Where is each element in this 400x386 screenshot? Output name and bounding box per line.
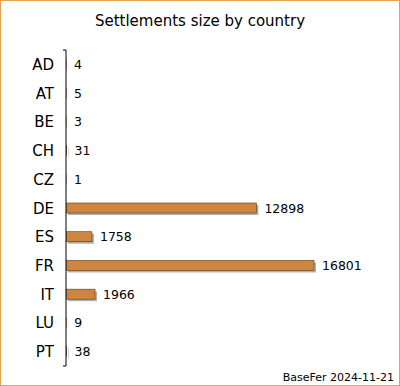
bar-shadow bbox=[68, 119, 69, 129]
bar-shadow bbox=[68, 320, 69, 330]
data-label: 4 bbox=[74, 57, 82, 72]
axis-end-tick bbox=[63, 366, 66, 367]
data-label: 3 bbox=[74, 114, 82, 129]
data-label: 12898 bbox=[264, 201, 304, 216]
bars bbox=[66, 59, 316, 358]
title: Settlements size by country bbox=[95, 12, 305, 30]
y-axis bbox=[66, 50, 67, 366]
category-label: CZ bbox=[33, 171, 54, 189]
data-label: 1 bbox=[74, 172, 82, 187]
chart: Settlements size by country 4 5 3 31 1 12898 17… bbox=[0, 0, 400, 386]
bar-shadow bbox=[68, 61, 69, 71]
category-label: DE bbox=[33, 200, 54, 218]
bar bbox=[66, 289, 95, 299]
category-label: BE bbox=[34, 113, 54, 131]
category-label: FR bbox=[35, 257, 54, 275]
category-label: CH bbox=[32, 142, 54, 160]
data-label: 38 bbox=[75, 344, 91, 359]
bar-shadow bbox=[68, 349, 70, 359]
bar-shadow bbox=[68, 90, 69, 100]
data-label: 9 bbox=[74, 315, 82, 330]
data-label: 16801 bbox=[322, 258, 362, 273]
bar-shadow bbox=[68, 148, 69, 158]
bar bbox=[66, 260, 314, 270]
category-label: LU bbox=[35, 314, 54, 332]
category-label: AD bbox=[32, 56, 54, 74]
category-label: PT bbox=[36, 343, 55, 361]
bar bbox=[66, 232, 92, 242]
bar bbox=[66, 203, 256, 213]
frame bbox=[1, 1, 400, 386]
axis-end-tick bbox=[63, 50, 66, 51]
data-label: 1758 bbox=[100, 229, 132, 244]
category-label: IT bbox=[40, 286, 54, 304]
data-label: 31 bbox=[74, 143, 90, 158]
category-label: AT bbox=[36, 85, 55, 103]
category-label: ES bbox=[35, 228, 54, 246]
annotation: BaseFer 2024-11-21 bbox=[283, 371, 394, 384]
data-label: 1966 bbox=[103, 287, 135, 302]
bar-shadow bbox=[68, 176, 69, 186]
data-label: 5 bbox=[74, 86, 82, 101]
